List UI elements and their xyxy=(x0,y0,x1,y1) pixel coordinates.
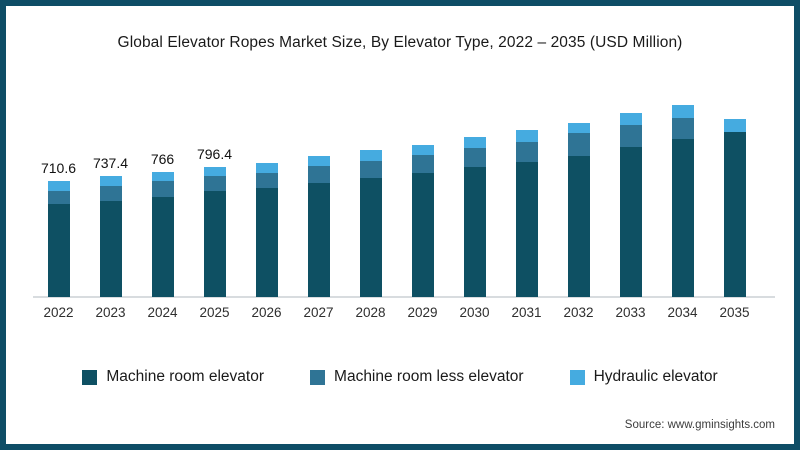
bar-segment xyxy=(723,131,746,297)
bar-2026 xyxy=(255,163,278,297)
bar-segment xyxy=(515,130,538,142)
legend-swatch-icon xyxy=(82,369,98,385)
chart-title: Global Elevator Ropes Market Size, By El… xyxy=(117,34,683,51)
bar-segment xyxy=(671,118,694,139)
bar-segment xyxy=(307,182,330,297)
bar-segment xyxy=(567,156,590,297)
bar-segment xyxy=(203,191,226,297)
bar-segment xyxy=(99,201,122,297)
legend-swatch-icon xyxy=(310,369,326,385)
legend-label: Machine room less elevator xyxy=(334,368,524,385)
x-axis-tick-label: 2033 xyxy=(615,305,646,320)
bar-segment xyxy=(47,180,70,191)
x-axis-tick-label: 2023 xyxy=(95,305,126,320)
bar-2022 xyxy=(47,180,70,297)
bar-segment xyxy=(99,185,122,202)
bar-segment xyxy=(203,166,226,176)
bar-segment xyxy=(47,204,70,297)
bar-segment xyxy=(47,190,70,205)
bar-2035 xyxy=(723,119,746,297)
bar-segment xyxy=(359,150,382,161)
bar-2031 xyxy=(515,130,538,297)
bar-segment xyxy=(619,146,642,297)
bar-segment xyxy=(359,178,382,297)
bar-segment xyxy=(671,138,694,297)
bar-2034 xyxy=(671,105,694,297)
bar-2027 xyxy=(307,155,330,297)
legend-item: Hydraulic elevator xyxy=(569,368,718,386)
bar-segment xyxy=(723,119,746,132)
bar-segment xyxy=(151,171,174,181)
legend-label: Hydraulic elevator xyxy=(593,368,718,385)
legend: Machine room elevator Machine room less e… xyxy=(0,368,800,386)
x-axis-tick-label: 2031 xyxy=(511,305,542,320)
source-text: Source: www.gminsights.com xyxy=(624,419,775,431)
x-axis-tick-label: 2030 xyxy=(459,305,490,320)
x-axis-tick-label: 2024 xyxy=(147,305,178,320)
bar-2030 xyxy=(463,137,486,297)
bar-2032 xyxy=(567,122,590,297)
bar-segment xyxy=(255,163,278,174)
x-axis-tick-label: 2027 xyxy=(303,305,334,320)
bar-segment xyxy=(307,155,330,167)
bar-2033 xyxy=(619,113,642,297)
x-axis-tick-label: 2025 xyxy=(199,305,230,320)
bar-segment xyxy=(567,122,590,134)
bar-segment xyxy=(151,196,174,297)
bar-value-label: 796.4 xyxy=(196,145,233,162)
bar-segment xyxy=(463,137,486,149)
legend-item: Machine room elevator xyxy=(82,368,264,386)
x-axis-tick-label: 2028 xyxy=(355,305,386,320)
bar-2029 xyxy=(411,144,434,297)
bar-value-label: 766 xyxy=(150,150,175,167)
bar-segment xyxy=(411,173,434,297)
x-axis-tick-label: 2034 xyxy=(667,305,698,320)
bar-2025 xyxy=(203,166,226,297)
bar-value-label: 737.4 xyxy=(92,155,129,172)
bar-segment xyxy=(619,113,642,125)
bar-segment xyxy=(307,166,330,183)
legend-item: Machine room less elevator xyxy=(310,368,524,386)
legend-label: Machine room elevator xyxy=(106,368,265,385)
x-axis-line xyxy=(33,296,775,298)
bar-segment xyxy=(359,160,382,179)
bar-segment xyxy=(619,124,642,147)
bar-segment xyxy=(99,176,122,186)
bar-segment xyxy=(411,144,434,155)
bar-segment xyxy=(515,141,538,162)
bar-segment xyxy=(151,180,174,197)
bar-segment xyxy=(463,148,486,167)
bar-segment xyxy=(411,154,434,174)
x-axis-tick-label: 2022 xyxy=(43,305,74,320)
bar-segment xyxy=(463,166,486,297)
bar-segment xyxy=(255,188,278,297)
bar-segment xyxy=(515,161,538,297)
bar-2024 xyxy=(151,171,174,297)
x-axis-tick-label: 2035 xyxy=(719,305,750,320)
bar-segment xyxy=(203,175,226,191)
bar-segment xyxy=(671,105,694,119)
bar-segment xyxy=(255,173,278,189)
bar-2023 xyxy=(99,176,122,297)
bar-value-label: 710.6 xyxy=(40,159,77,176)
x-axis-tick-label: 2026 xyxy=(251,305,282,320)
bar-segment xyxy=(567,133,590,157)
x-axis-tick-label: 2032 xyxy=(563,305,594,320)
bar-2028 xyxy=(359,150,382,297)
x-axis-tick-label: 2029 xyxy=(407,305,438,320)
legend-swatch-icon xyxy=(569,369,585,385)
